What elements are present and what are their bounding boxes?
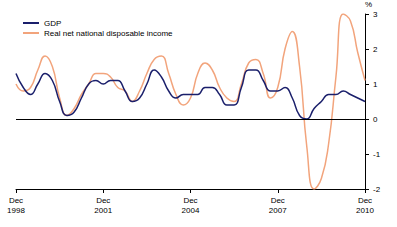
svg-text:0: 0: [373, 115, 378, 124]
svg-text:Dec: Dec: [358, 196, 372, 205]
svg-text:2007: 2007: [269, 206, 287, 215]
svg-text:1: 1: [373, 80, 378, 89]
svg-text:1998: 1998: [7, 206, 25, 215]
svg-text:-2: -2: [373, 185, 381, 194]
svg-text:2: 2: [373, 45, 378, 54]
svg-text:Real net national disposable i: Real net national disposable income: [44, 29, 173, 38]
svg-text:3: 3: [373, 10, 378, 19]
svg-text:Dec: Dec: [9, 196, 23, 205]
svg-text:Dec: Dec: [96, 196, 110, 205]
svg-text:2004: 2004: [182, 206, 200, 215]
svg-text:2010: 2010: [356, 206, 374, 215]
svg-text:-1: -1: [373, 150, 381, 159]
svg-text:Dec: Dec: [271, 196, 285, 205]
svg-text:2001: 2001: [94, 206, 112, 215]
svg-text:GDP: GDP: [44, 19, 61, 28]
svg-text:Dec: Dec: [183, 196, 197, 205]
svg-text:%: %: [365, 0, 372, 9]
